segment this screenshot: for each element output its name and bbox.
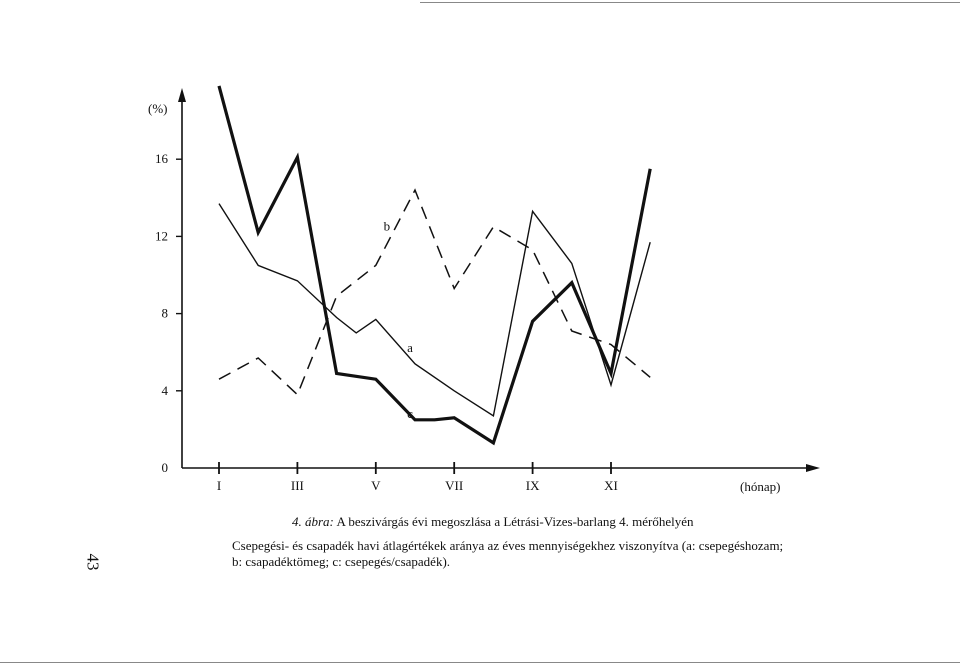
y-tick-label: 16 bbox=[155, 151, 169, 166]
x-axis-label: (hónap) bbox=[740, 479, 780, 494]
x-tick-label: V bbox=[371, 478, 381, 493]
x-tick-label: IX bbox=[526, 478, 540, 493]
y-tick-label: 4 bbox=[162, 383, 169, 398]
x-tick-label: VII bbox=[445, 478, 463, 493]
y-tick-label: 12 bbox=[155, 228, 168, 243]
figure-caption-line1: Csepegési- és csapadék havi átlagértékek… bbox=[232, 538, 784, 553]
series-line-c bbox=[217, 85, 652, 446]
series-labels: a b c bbox=[384, 219, 414, 421]
y-axis-arrow-icon bbox=[178, 88, 186, 102]
y-ticks: 0 4 8 12 16 bbox=[155, 151, 182, 475]
x-axis-arrow-icon bbox=[806, 464, 820, 472]
series-label-a: a bbox=[407, 340, 413, 355]
figure-caption-title: 4. ábra: A beszivárgás évi megoszlása a … bbox=[292, 514, 694, 530]
series-line-a bbox=[218, 203, 651, 418]
axes bbox=[178, 88, 820, 472]
scan-artifact-top bbox=[420, 2, 960, 3]
y-tick-label: 0 bbox=[162, 460, 169, 475]
x-tick-label: XI bbox=[604, 478, 618, 493]
figure-number: 4. ábra: bbox=[292, 514, 334, 529]
series-label-b: b bbox=[384, 219, 391, 234]
y-axis-label: (%) bbox=[148, 101, 168, 116]
page-number: 43 bbox=[83, 553, 103, 571]
figure-caption-line2: b: csapadéktömeg; c: csepegés/csapadék). bbox=[232, 554, 451, 569]
figure-title: A beszivárgás évi megoszlása a Létrási-V… bbox=[336, 514, 694, 529]
x-ticks: I III V VII IX XI bbox=[217, 462, 618, 493]
scan-artifact-bottom bbox=[0, 662, 960, 663]
series-line-b bbox=[218, 188, 651, 396]
series-label-c: c bbox=[407, 406, 413, 421]
x-tick-label: I bbox=[217, 478, 221, 493]
x-tick-label: III bbox=[291, 478, 304, 493]
y-tick-label: 8 bbox=[162, 306, 169, 321]
series-layer bbox=[217, 85, 652, 446]
